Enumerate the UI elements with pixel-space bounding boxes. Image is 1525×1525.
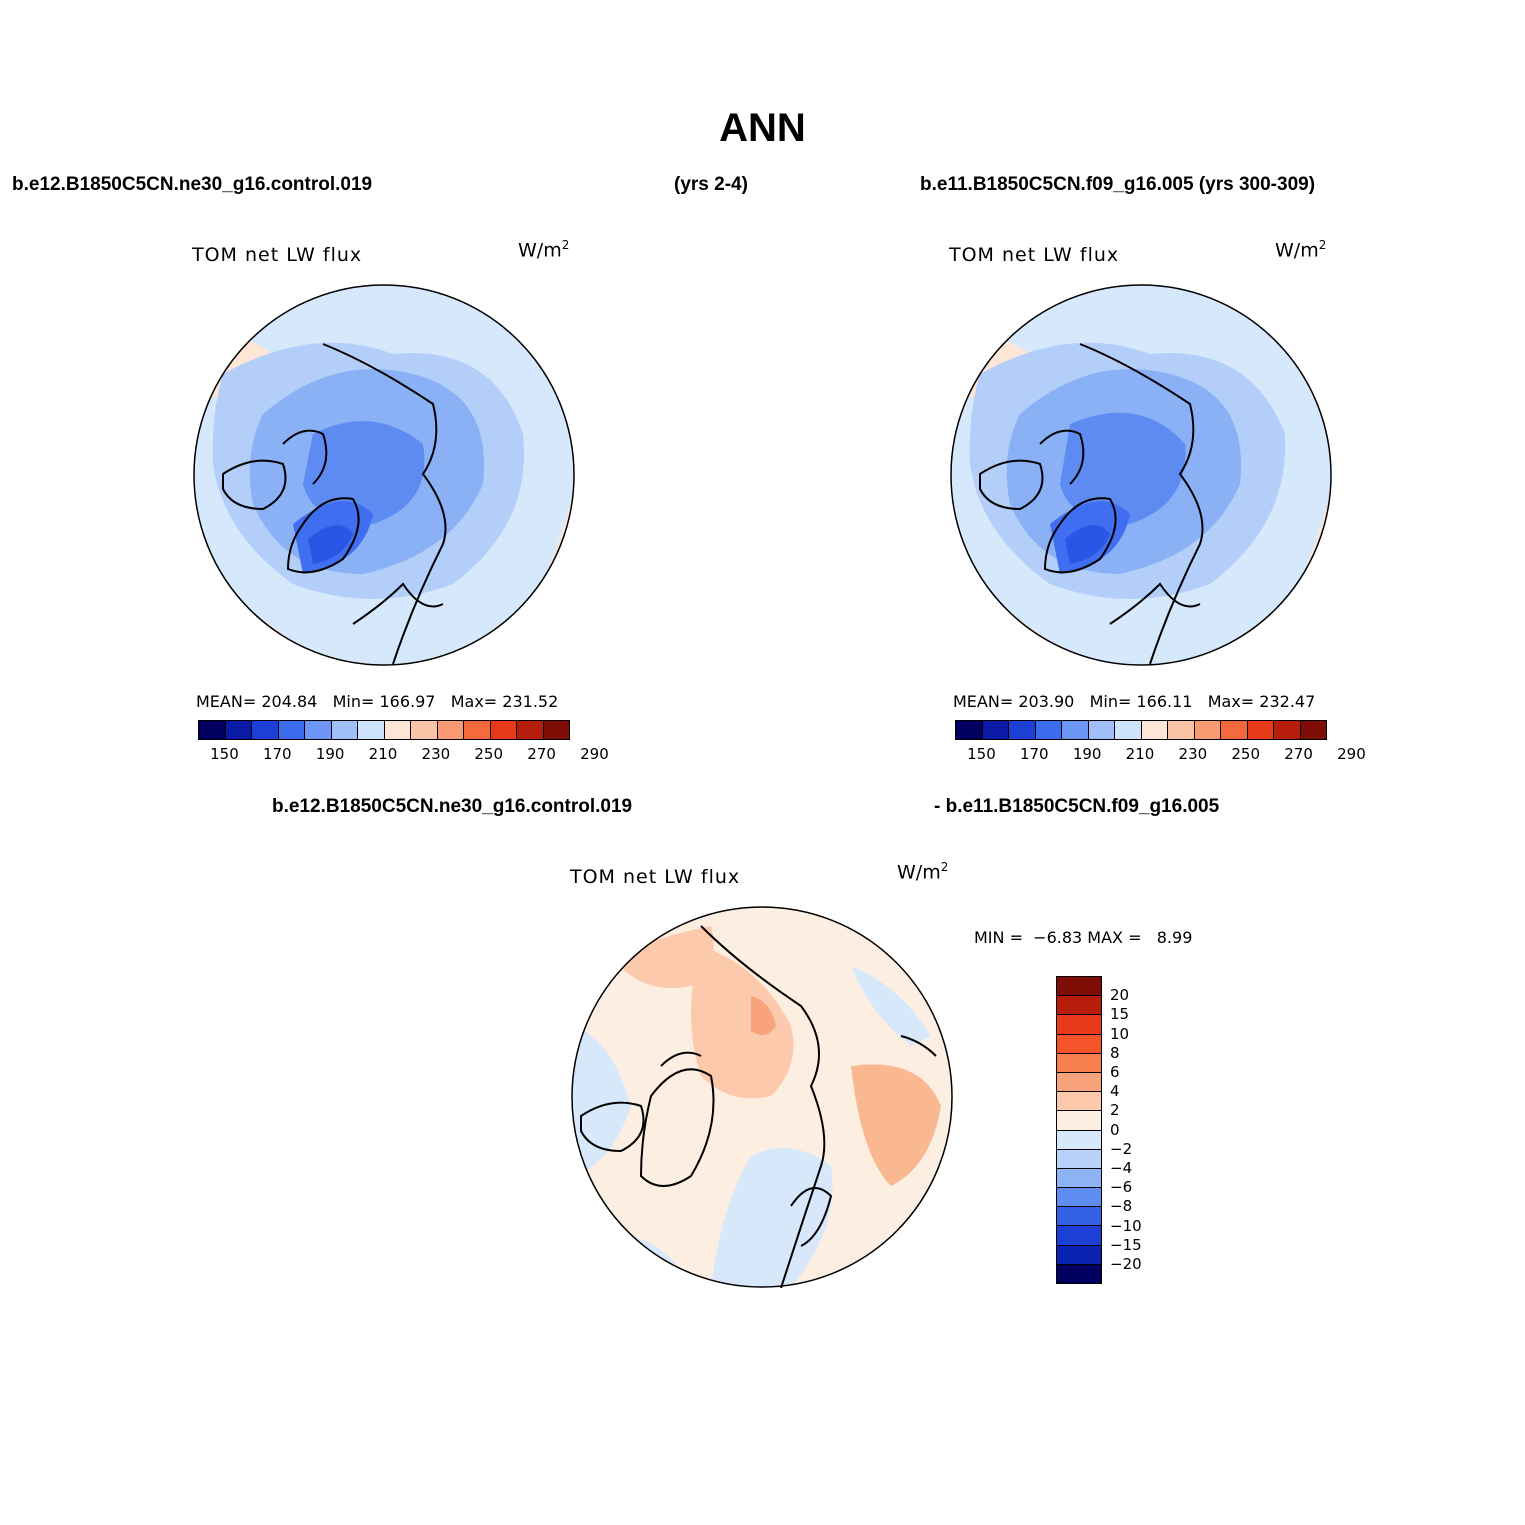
colorbar-tick-label: 230: [421, 745, 451, 763]
colorbar-swatch: [305, 721, 332, 739]
colorbar-tick-label: −15: [1110, 1235, 1142, 1254]
colorbar-tick-label: 230: [1178, 745, 1208, 763]
colorbar-swatch: [437, 721, 464, 739]
colorbar-swatch: [225, 721, 252, 739]
colorbar-tick-label: 250: [474, 745, 504, 763]
colorbar-tick-label: 2: [1110, 1101, 1120, 1120]
panel-1-stats: MEAN= 204.84 Min= 166.97 Max= 231.52: [196, 692, 559, 711]
colorbar-swatch: [411, 721, 438, 739]
diff-panel-title: TOM net LW flux: [570, 866, 741, 888]
colorbar-tick-label: 170: [262, 745, 292, 763]
colorbar-swatch: [1247, 721, 1274, 739]
colorbar-swatch: [490, 721, 517, 739]
colorbar-swatch: [1057, 1226, 1101, 1246]
diff-panel-units: W/m2: [897, 860, 949, 884]
colorbar-tick-label: 8: [1110, 1043, 1120, 1062]
colorbar-tick-label: −10: [1110, 1216, 1142, 1235]
colorbar-tick-label: 250: [1231, 745, 1261, 763]
colorbar-tick-label: 290: [580, 745, 609, 763]
colorbar-swatch: [1057, 1111, 1101, 1131]
panel-2-units: W/m2: [1275, 238, 1327, 262]
colorbar-swatch: [1062, 721, 1089, 739]
colorbar-swatch: [1115, 721, 1142, 739]
colorbar-swatch: [1009, 721, 1036, 739]
colorbar-tick-label: −4: [1110, 1159, 1133, 1177]
panel-2-colorbar: [955, 720, 1327, 740]
colorbar-swatch: [1057, 1015, 1101, 1035]
colorbar-tick-label: 20: [1110, 986, 1130, 1005]
colorbar-swatch: [358, 721, 385, 739]
colorbar-swatch: [1300, 721, 1326, 739]
colorbar-swatch: [1168, 721, 1195, 739]
colorbar-tick-label: 190: [315, 745, 345, 763]
colorbar-swatch: [1057, 996, 1101, 1016]
colorbar-tick-label: 170: [1019, 745, 1049, 763]
colorbar-swatch: [331, 721, 358, 739]
colorbar-tick-label: 210: [368, 745, 398, 763]
colorbar-tick-label: 290: [1337, 745, 1366, 763]
colorbar-swatch: [1057, 1149, 1101, 1169]
colorbar-swatch: [956, 721, 983, 739]
colorbar-tick-label: −20: [1110, 1255, 1142, 1273]
panel-1-title: TOM net LW flux: [192, 244, 363, 266]
colorbar-swatch: [982, 721, 1009, 739]
colorbar-swatch: [1057, 1245, 1101, 1265]
colorbar-swatch: [384, 721, 411, 739]
colorbar-swatch: [1221, 721, 1248, 739]
panel-1-colorbar: [198, 720, 570, 740]
colorbar-swatch: [199, 721, 226, 739]
colorbar-swatch: [1057, 1053, 1101, 1073]
colorbar-swatch: [1057, 1168, 1101, 1189]
colorbar-swatch: [252, 721, 279, 739]
colorbar-tick-label: 6: [1110, 1063, 1120, 1081]
colorbar-tick-label: 15: [1110, 1005, 1130, 1024]
colorbar-swatch: [1141, 721, 1168, 739]
colorbar-swatch: [1088, 721, 1115, 739]
colorbar-swatch: [1057, 1207, 1101, 1227]
panel-2-map: [950, 284, 1332, 666]
colorbar-swatch: [517, 721, 544, 739]
colorbar-swatch: [1057, 1264, 1101, 1283]
colorbar-tick-label: 190: [1072, 745, 1102, 763]
diff-panel-map: [571, 906, 953, 1289]
page-title: ANN: [719, 106, 806, 150]
colorbar-tick-label: 4: [1110, 1082, 1120, 1101]
colorbar-tick-label: −2: [1110, 1139, 1133, 1158]
colorbar-tick-label: 10: [1110, 1024, 1130, 1043]
diff-panel-stats: MIN = −6.83 MAX = 8.99: [974, 928, 1193, 947]
left-years-header: (yrs 2-4): [674, 174, 748, 195]
colorbar-tick-label: 0: [1110, 1120, 1120, 1139]
panel-2-title: TOM net LW flux: [949, 244, 1120, 266]
panel-1-map: [193, 284, 575, 666]
colorbar-swatch: [1057, 1072, 1101, 1093]
colorbar-tick-label: −6: [1110, 1178, 1133, 1197]
panel-2-stats: MEAN= 203.90 Min= 166.11 Max= 232.47: [953, 692, 1316, 711]
colorbar-swatch: [1035, 721, 1062, 739]
colorbar-swatch: [1057, 1034, 1101, 1054]
left-case-header: b.e12.B1850C5CN.ne30_g16.control.019: [12, 174, 373, 195]
colorbar-swatch: [1057, 1092, 1101, 1112]
diff-case-a: b.e12.B1850C5CN.ne30_g16.control.019: [272, 796, 633, 817]
colorbar-swatch: [543, 721, 569, 739]
colorbar-swatch: [1057, 1188, 1101, 1208]
colorbar-tick-label: 150: [967, 745, 996, 763]
colorbar-tick-label: 270: [1284, 745, 1313, 763]
right-case-header: b.e11.B1850C5CN.f09_g16.005 (yrs 300-309…: [920, 174, 1316, 195]
diff-case-b: - b.e11.B1850C5CN.f09_g16.005: [934, 796, 1220, 817]
colorbar-swatch: [1274, 721, 1301, 739]
colorbar-swatch: [1057, 977, 1101, 997]
colorbar-swatch: [464, 721, 491, 739]
panel-1-units: W/m2: [518, 238, 570, 262]
colorbar-swatch: [1194, 721, 1221, 739]
colorbar-tick-label: 210: [1125, 745, 1155, 763]
colorbar-tick-label: 150: [210, 745, 239, 763]
colorbar-swatch: [278, 721, 305, 739]
colorbar-tick-label: −8: [1110, 1197, 1133, 1216]
colorbar-tick-label: 270: [527, 745, 556, 763]
diff-colorbar: [1056, 976, 1102, 1284]
colorbar-swatch: [1057, 1130, 1101, 1150]
